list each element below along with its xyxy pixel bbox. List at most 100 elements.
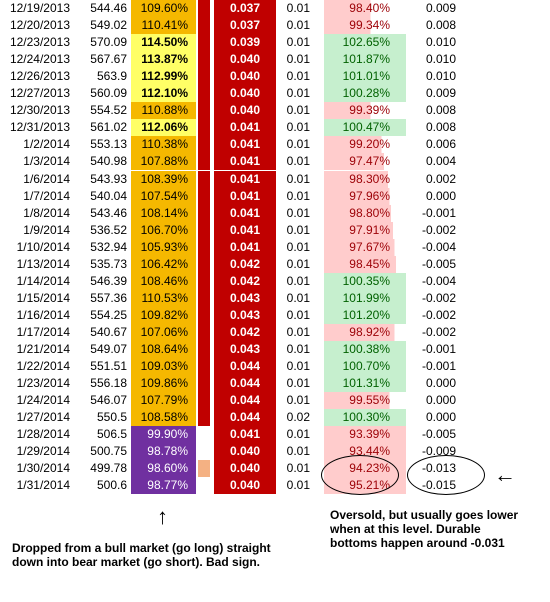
rate-cell: 0.042	[214, 272, 276, 290]
ratio-cell: 93.39%	[324, 426, 406, 444]
pct-cell: 110.88%	[131, 102, 196, 120]
status-strip-cell	[198, 392, 210, 410]
date-cell: 1/14/2014	[16, 273, 70, 288]
date-cell: 1/2/2014	[23, 137, 70, 152]
value-cell: 0.009	[425, 1, 456, 15]
rate-cell: 0.043	[214, 306, 276, 324]
price-cell: 536.52	[90, 222, 127, 237]
rate-cell: 0.041	[214, 187, 276, 205]
date-cell: 1/22/2014	[16, 359, 70, 374]
ratio-cell: 100.28%	[324, 85, 406, 103]
price-cell: 532.94	[90, 239, 127, 254]
price-cell: 554.25	[90, 307, 127, 322]
date-cell: 12/20/2013	[9, 18, 70, 33]
ratio-cell: 97.96%	[324, 187, 406, 205]
table-row: 1/29/2014 500.75 98.78% 0.040 0.01 93.44% -0.0…	[0, 443, 550, 461]
ratio-cell: 97.47%	[324, 153, 406, 171]
table-row: 1/24/2014 546.07 107.79% 0.044 0.01 99.55% 0.0…	[0, 392, 550, 410]
up-arrow-icon: ↑	[157, 504, 168, 529]
status-strip-cell	[198, 136, 210, 154]
ratio-cell: 99.55%	[324, 392, 406, 410]
price-cell: 543.46	[90, 205, 127, 220]
value-cell: -0.004	[421, 239, 456, 254]
ratio-cell: 100.30%	[324, 409, 406, 427]
pct-cell: 107.06%	[131, 323, 196, 341]
value-cell: -0.004	[421, 273, 456, 288]
step-cell: 0.01	[286, 239, 310, 254]
step-cell: 0.01	[286, 188, 310, 203]
status-strip-cell	[198, 358, 210, 376]
rate-cell: 0.044	[214, 358, 276, 376]
date-cell: 1/10/2014	[16, 239, 70, 254]
value-cell: 0.000	[425, 376, 456, 391]
ratio-cell: 98.92%	[324, 323, 406, 341]
rate-cell: 0.037	[214, 17, 276, 35]
date-cell: 1/31/2014	[16, 478, 70, 493]
price-cell: 556.18	[90, 376, 127, 391]
rate-cell: 0.037	[214, 0, 276, 17]
rate-cell: 0.040	[214, 68, 276, 86]
value-cell: -0.001	[421, 205, 456, 220]
rate-cell: 0.040	[214, 477, 276, 495]
value-cell: 0.008	[425, 120, 456, 135]
pct-cell: 110.41%	[131, 17, 196, 35]
step-cell: 0.01	[286, 69, 310, 84]
rate-cell: 0.044	[214, 392, 276, 410]
pct-cell: 105.93%	[131, 238, 196, 256]
ratio-cell: 100.38%	[324, 341, 406, 358]
ratio-cell: 98.80%	[324, 204, 406, 222]
status-strip-cell	[198, 51, 210, 69]
step-cell: 0.01	[286, 35, 310, 50]
ratio-cell: 101.01%	[324, 68, 406, 86]
ratio-cell: 101.20%	[324, 306, 406, 324]
rate-cell: 0.043	[214, 341, 276, 358]
table-row: 1/15/2014 557.36 110.53% 0.043 0.01 101.99% -0…	[0, 289, 550, 307]
status-strip-cell	[198, 443, 210, 461]
price-cell: 500.6	[96, 478, 127, 493]
pct-cell: 112.06%	[131, 119, 196, 137]
ratio-cell: 99.39%	[324, 102, 406, 120]
status-strip-cell	[198, 409, 210, 427]
price-cell: 506.5	[96, 427, 127, 442]
pct-cell: 107.88%	[131, 153, 196, 171]
step-cell: 0.01	[286, 205, 310, 220]
date-cell: 1/6/2014	[23, 171, 70, 186]
step-cell: 0.01	[286, 342, 310, 356]
status-strip-cell	[198, 102, 210, 120]
status-strip-cell	[198, 289, 210, 307]
step-cell: 0.01	[286, 154, 310, 169]
value-cell: 0.010	[425, 35, 456, 50]
rate-cell: 0.041	[214, 426, 276, 444]
value-cell: -0.002	[421, 307, 456, 322]
table-row: 12/19/2013 544.46 109.60% 0.037 0.01 98.40% 0.…	[0, 0, 550, 17]
date-cell: 1/15/2014	[16, 290, 70, 305]
step-cell: 0.01	[286, 120, 310, 135]
status-strip-cell	[198, 341, 210, 358]
ratio-cell: 100.47%	[324, 119, 406, 137]
value-highlight-ellipse	[407, 455, 485, 495]
date-cell: 12/26/2013	[9, 69, 70, 84]
ratio-cell: 98.40%	[324, 0, 406, 17]
rate-cell: 0.041	[214, 119, 276, 137]
ratio-cell: 98.30%	[324, 170, 406, 188]
price-cell: 561.02	[90, 120, 127, 135]
table-row: 1/13/2014 535.73 106.42% 0.042 0.01 98.45% -0.…	[0, 255, 550, 273]
pct-cell: 106.70%	[131, 221, 196, 239]
status-strip-cell	[198, 0, 210, 17]
rate-cell: 0.041	[214, 136, 276, 154]
price-cell: 546.39	[90, 273, 127, 288]
ratio-cell: 99.20%	[324, 136, 406, 154]
ratio-cell: 100.35%	[324, 272, 406, 290]
value-cell: -0.001	[421, 359, 456, 374]
step-cell: 0.01	[286, 376, 310, 391]
rate-cell: 0.041	[214, 204, 276, 222]
value-cell: -0.009	[421, 444, 456, 459]
price-cell: 551.51	[90, 359, 127, 374]
status-strip-cell	[198, 477, 210, 495]
pct-cell: 109.60%	[131, 0, 196, 17]
step-cell: 0.01	[286, 359, 310, 374]
ratio-cell: 101.31%	[324, 375, 406, 393]
price-cell: 563.9	[96, 69, 127, 84]
step-cell: 0.01	[286, 290, 310, 305]
price-cell: 540.04	[90, 188, 127, 203]
